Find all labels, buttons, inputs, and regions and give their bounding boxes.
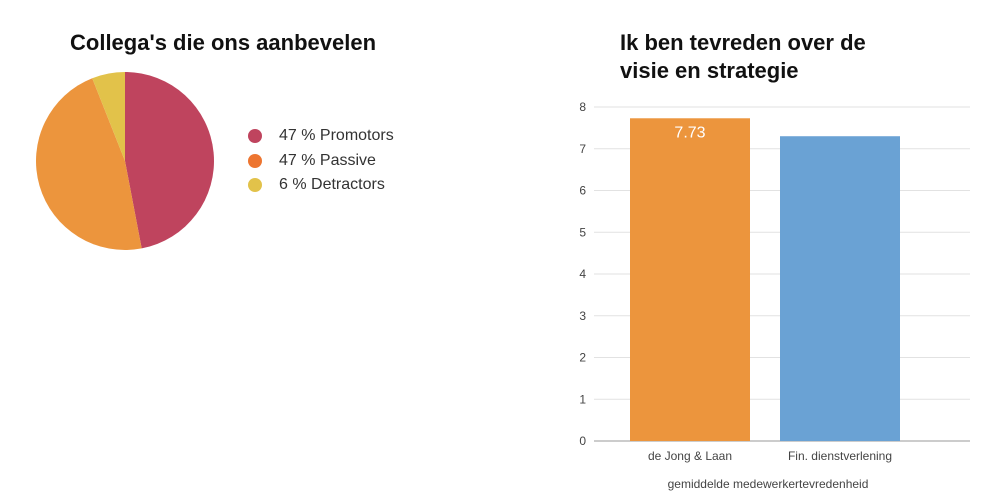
- bar-chart-title: Ik ben tevreden over de visie en strateg…: [620, 29, 920, 85]
- x-axis-title: gemiddelde medewerkertevredenheid: [668, 477, 869, 491]
- legend-item-promotors[interactable]: 47 % Promotors: [248, 124, 394, 149]
- legend-item-passive[interactable]: 47 % Passive: [248, 149, 394, 174]
- y-tick-label: 1: [579, 392, 586, 406]
- bar-fin-dienstverlening[interactable]: [780, 136, 900, 441]
- bar-chart-title-line-1: Ik ben tevreden over de: [620, 30, 866, 55]
- pie-slice-passive[interactable]: [36, 78, 142, 250]
- y-tick-label: 5: [579, 225, 586, 239]
- legend-dot-passive: [248, 153, 262, 168]
- legend-dot-detractors: [248, 178, 262, 193]
- legend-label-promotors: 47 % Promotors: [279, 127, 394, 145]
- y-tick-label: 6: [579, 184, 586, 198]
- legend-item-detractors[interactable]: 6 % Detractors: [248, 173, 394, 198]
- legend-dot-promotors: [248, 129, 262, 144]
- y-tick-label: 4: [579, 267, 586, 281]
- legend-label-passive: 47 % Passive: [279, 151, 376, 169]
- legend-label-detractors: 6 % Detractors: [279, 176, 385, 194]
- pie-legend: 47 % Promotors 47 % Passive 6 % Detracto…: [248, 124, 394, 198]
- y-tick-label: 0: [579, 434, 586, 448]
- bar-data-label: 7.73: [674, 124, 705, 141]
- y-tick-label: 2: [579, 351, 586, 365]
- pie-slice-promotors[interactable]: [125, 72, 214, 249]
- bar-chart-title-line-2: visie en strategie: [620, 58, 799, 83]
- pie-slice-detractors[interactable]: [92, 72, 125, 161]
- pie-chart: [36, 72, 214, 250]
- pie-chart-title: Collega's die ons aanbevelen: [70, 30, 377, 55]
- y-tick-label: 7: [579, 142, 586, 156]
- bar-de-jong-laan[interactable]: [630, 118, 750, 442]
- x-category-label: Fin. dienstverlening: [788, 449, 892, 463]
- x-category-label: de Jong & Laan: [648, 449, 732, 463]
- y-tick-label: 3: [579, 309, 586, 323]
- y-tick-label: 8: [579, 100, 586, 114]
